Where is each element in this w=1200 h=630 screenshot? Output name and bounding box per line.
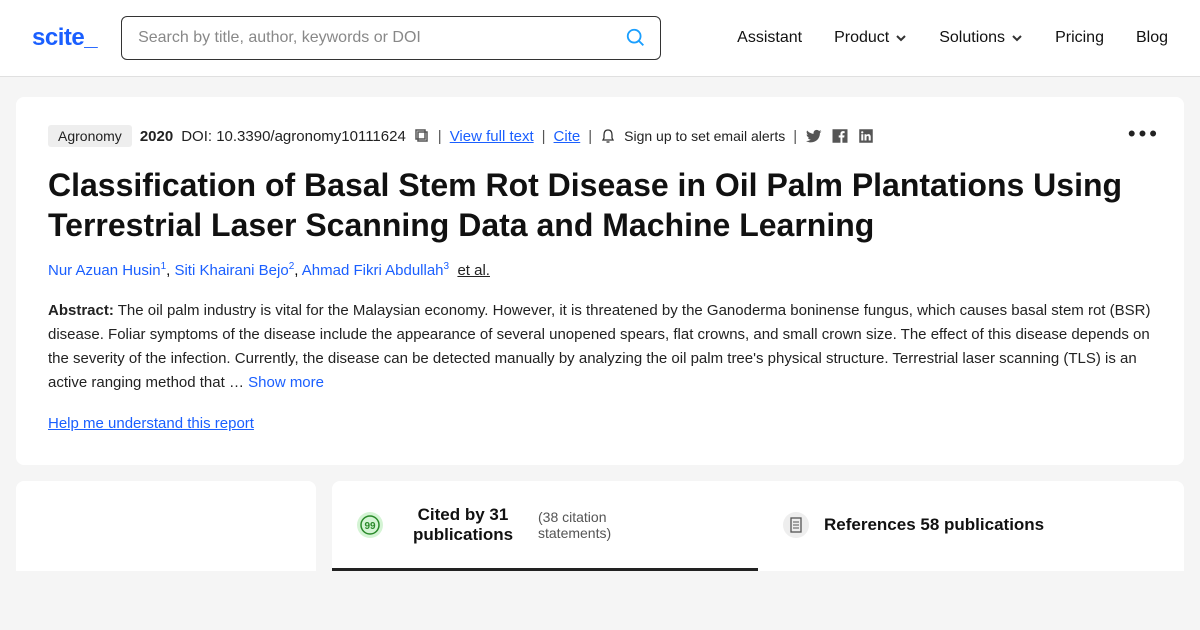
bell-icon[interactable] [600,128,616,144]
tabs-card: 99 Cited by 31 publications (38 citation… [332,481,1184,571]
abstract: Abstract: The oil palm industry is vital… [48,299,1152,395]
help-understand-link[interactable]: Help me understand this report [48,415,254,432]
divider: | [438,128,442,145]
chevron-down-icon [1011,32,1023,44]
logo[interactable]: scite_ [32,24,97,52]
author-link[interactable]: Ahmad Fikri Abdullah [302,262,444,279]
nav: Assistant Product Solutions Pricing Blog [737,29,1168,47]
affil-sup: 2 [289,261,295,272]
doi: DOI: 10.3390/agronomy10111624 [181,128,406,145]
facebook-icon[interactable] [831,127,849,145]
affil-sup: 3 [444,261,450,272]
tab-refs-title: References 58 publications [824,515,1044,535]
chevron-down-icon [895,32,907,44]
nav-assistant[interactable]: Assistant [737,29,802,47]
svg-text:99: 99 [364,521,376,532]
search-input[interactable] [121,16,661,60]
view-full-text-link[interactable]: View full text [450,128,534,145]
abstract-text: The oil palm industry is vital for the M… [48,302,1150,391]
journal-tag[interactable]: Agronomy [48,125,132,147]
linkedin-icon[interactable] [857,127,875,145]
alerts-text[interactable]: Sign up to set email alerts [624,128,785,144]
nav-blog[interactable]: Blog [1136,29,1168,47]
author-link[interactable]: Nur Azuan Husin [48,262,161,279]
article-card: ••• Agronomy 2020 DOI: 10.3390/agronomy1… [16,97,1184,465]
tab-cited-sub: (38 citation statements) [538,509,648,541]
year: 2020 [140,128,173,145]
twitter-icon[interactable] [805,127,823,145]
copy-icon[interactable] [414,128,430,144]
authors: Nur Azuan Husin1, Siti Khairani Bejo2, A… [48,261,1152,279]
side-panel [16,481,316,571]
nav-solutions-label: Solutions [939,29,1005,47]
show-more-link[interactable]: Show more [248,374,324,391]
nav-product-label: Product [834,29,889,47]
affil-sup: 1 [161,261,167,272]
cite-link[interactable]: Cite [554,128,581,145]
search-icon[interactable] [625,27,647,49]
tab-cited-by[interactable]: 99 Cited by 31 publications (38 citation… [332,481,758,571]
divider: | [793,128,797,145]
tab-cited-title: Cited by 31 publications [398,505,528,545]
header: scite_ Assistant Product Solutions Prici… [0,0,1200,77]
nav-product[interactable]: Product [834,29,907,47]
divider: | [588,128,592,145]
nav-solutions[interactable]: Solutions [939,29,1023,47]
search-wrap [121,16,661,60]
tabs-row: 99 Cited by 31 publications (38 citation… [16,481,1184,571]
etal-link[interactable]: et al. [457,262,490,279]
nav-pricing[interactable]: Pricing [1055,29,1104,47]
abstract-label: Abstract: [48,302,114,319]
more-menu-icon[interactable]: ••• [1128,121,1160,147]
article-title: Classification of Basal Stem Rot Disease… [48,165,1152,245]
divider: | [542,128,546,145]
author-link[interactable]: Siti Khairani Bejo [174,262,288,279]
citation-icon: 99 [356,511,384,539]
meta-row: Agronomy 2020 DOI: 10.3390/agronomy10111… [48,125,1152,147]
tab-references[interactable]: References 58 publications [758,481,1184,571]
document-icon [782,511,810,539]
